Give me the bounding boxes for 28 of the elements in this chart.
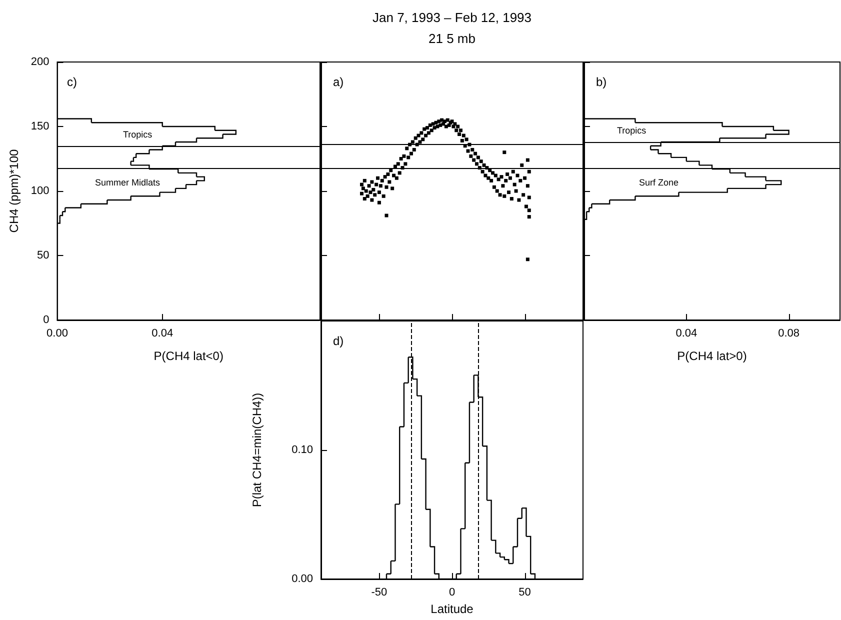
y-tick-label: 50: [37, 250, 50, 262]
annotation: Summer Midlats: [95, 178, 161, 188]
x-tick-label: 0.04: [676, 328, 698, 340]
y-tick-label: 0: [43, 314, 50, 326]
x-tick-label: 0: [448, 586, 456, 598]
x-tick-label: 0.04: [152, 328, 174, 340]
x-axis-title: P(CH4 lat>0): [677, 349, 747, 363]
annotation: Tropics: [617, 126, 647, 136]
annotation: b): [596, 75, 607, 89]
x-axis-title: Latitude: [430, 602, 474, 616]
y-axis-title: CH4 (ppm)*100: [7, 148, 21, 233]
annotation: a): [333, 75, 344, 89]
y-tick-label: 150: [30, 120, 50, 132]
x-tick-label: 50: [518, 586, 531, 598]
chart-title: Jan 7, 1993 – Feb 12, 1993: [372, 10, 532, 25]
y-tick-label: 100: [30, 185, 50, 197]
x-axis-title: P(CH4 lat<0): [154, 349, 224, 363]
annotation: c): [67, 75, 77, 89]
x-tick-label: 0.00: [46, 328, 68, 340]
annotation: d): [333, 334, 344, 348]
annotation: Tropics: [123, 130, 153, 140]
y-axis-title: P(lat CH4=min(CH4)): [250, 392, 264, 508]
chart-subtitle: 21 5 mb: [428, 31, 476, 46]
y-tick-label: 200: [30, 56, 50, 68]
y-tick-label: 0.10: [292, 444, 313, 456]
x-tick-label: 0.08: [778, 328, 800, 340]
annotation: Surf Zone: [639, 178, 679, 188]
x-tick-label: -50: [371, 586, 388, 598]
